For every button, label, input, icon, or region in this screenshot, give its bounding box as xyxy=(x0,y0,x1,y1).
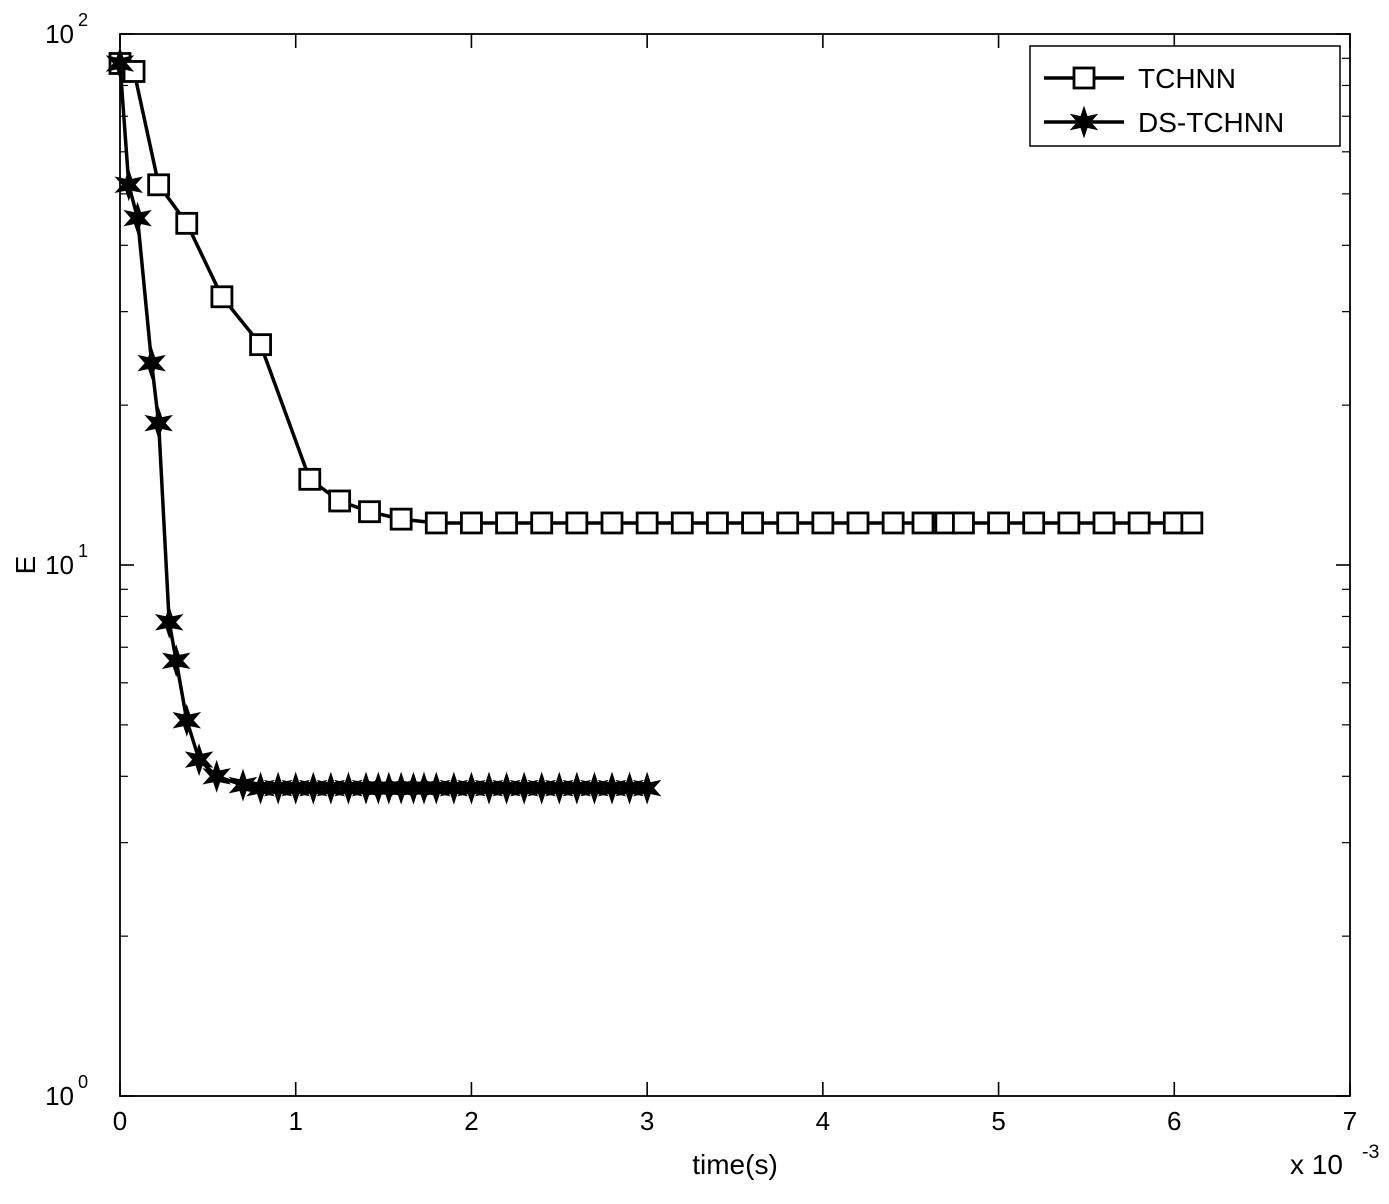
legend: TCHNN DS-TCHNN xyxy=(1030,46,1340,146)
legend-label-1: DS-TCHNN xyxy=(1138,107,1284,138)
x-axis-label: time(s) xyxy=(692,1149,778,1180)
svg-text:10: 10 xyxy=(45,1081,74,1111)
x-tick-label: 2 xyxy=(464,1106,478,1136)
y-axis-label: E xyxy=(10,556,41,575)
x-exponent-value: -3 xyxy=(1362,1141,1380,1163)
svg-text:10: 10 xyxy=(45,550,74,580)
legend-label-0: TCHNN xyxy=(1138,63,1236,94)
x-tick-label: 4 xyxy=(816,1106,830,1136)
svg-text:10: 10 xyxy=(45,19,74,49)
svg-text:0: 0 xyxy=(78,1072,88,1092)
x-tick-label: 3 xyxy=(640,1106,654,1136)
svg-text:1: 1 xyxy=(78,541,88,561)
x-tick-label: 7 xyxy=(1343,1106,1357,1136)
svg-text:2: 2 xyxy=(78,10,88,30)
x-tick-label: 5 xyxy=(991,1106,1005,1136)
x-exponent-base: x 10 xyxy=(1290,1149,1343,1180)
x-tick-label: 1 xyxy=(288,1106,302,1136)
x-tick-label: 0 xyxy=(113,1106,127,1136)
chart-svg: 01234567100101102time(s)Ex 10-3TCHNNDS-T… xyxy=(0,0,1389,1204)
x-tick-label: 6 xyxy=(1167,1106,1181,1136)
chart-container: 01234567100101102time(s)Ex 10-3TCHNNDS-T… xyxy=(0,0,1389,1204)
